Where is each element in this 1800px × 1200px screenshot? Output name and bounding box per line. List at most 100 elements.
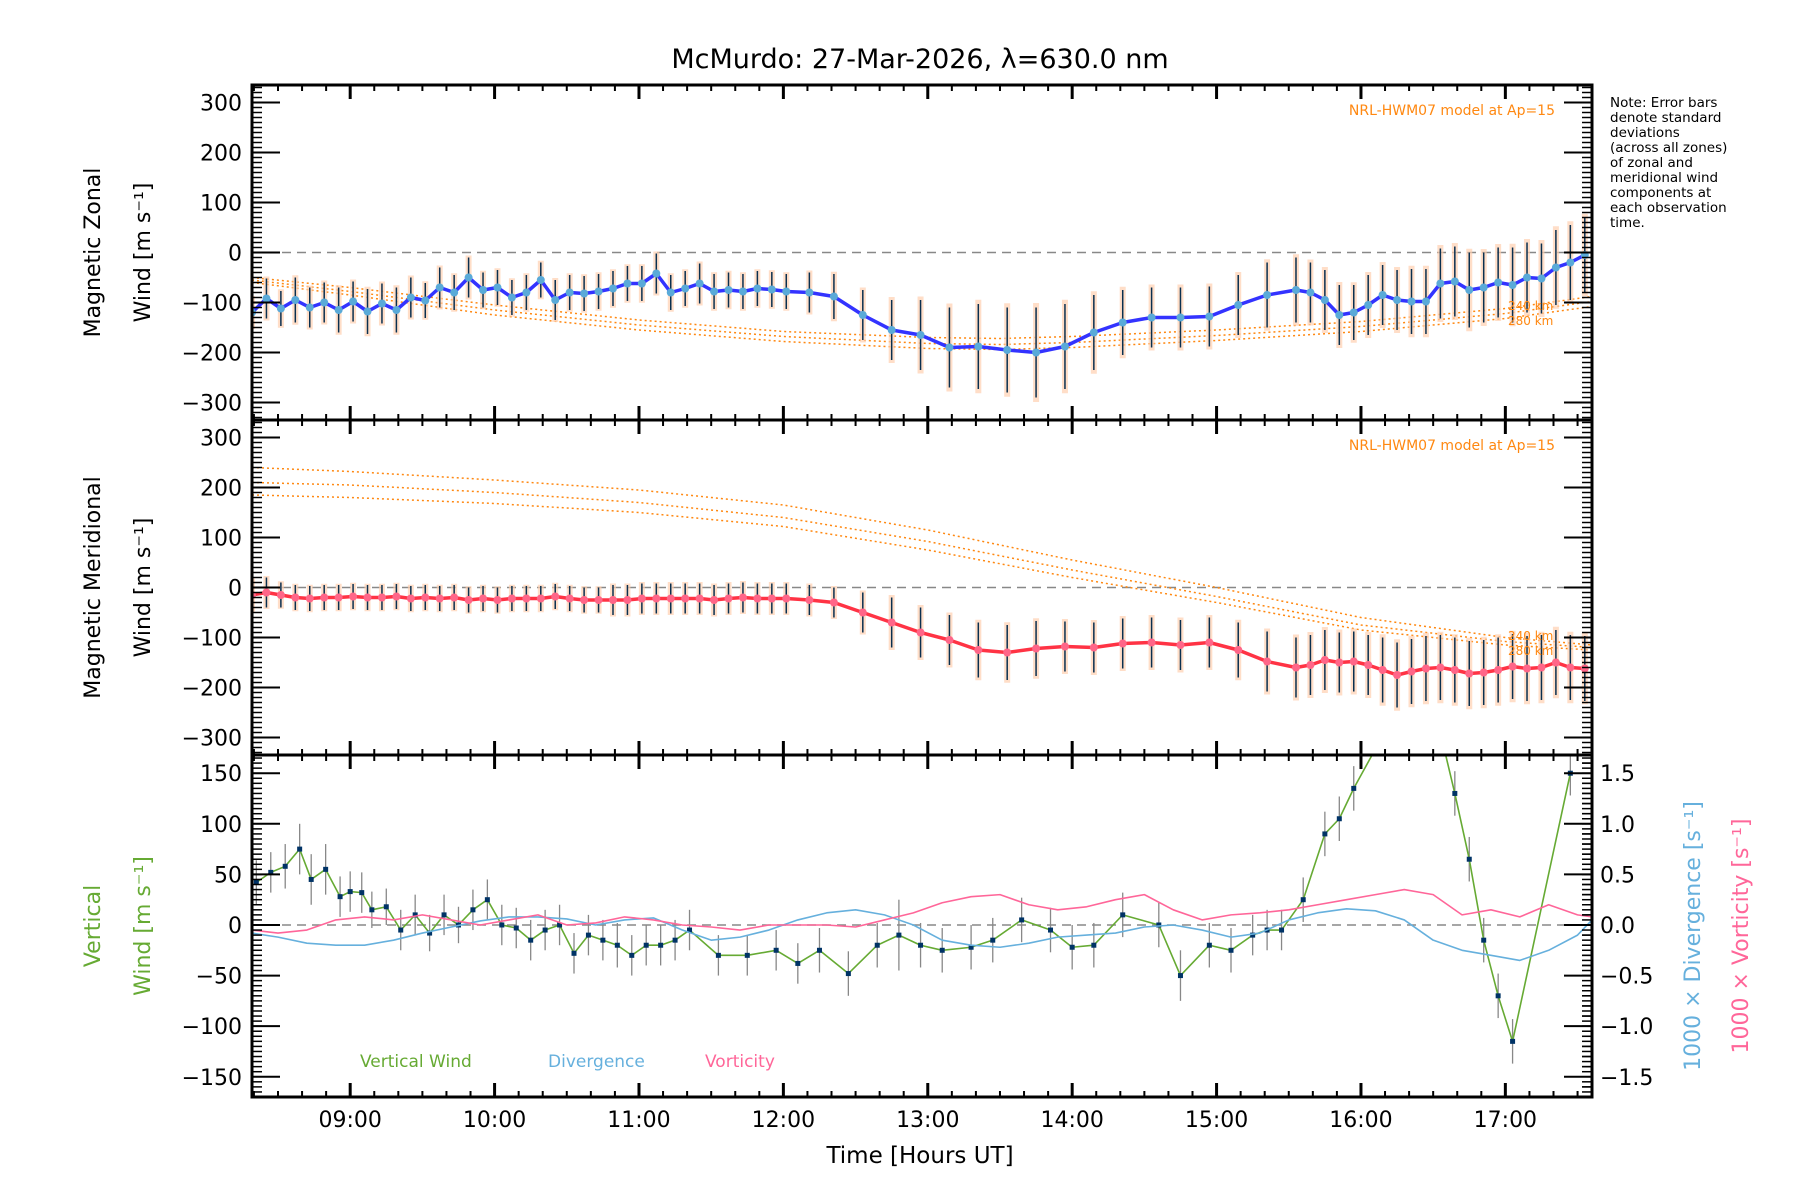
data-point: [858, 608, 867, 617]
data-point: [594, 287, 603, 296]
data-point: [1089, 328, 1098, 337]
data-point: [507, 594, 516, 603]
data-point: [1465, 286, 1474, 294]
y-axis-unit-label: Wind [m s⁻¹]: [131, 183, 156, 323]
data-point: [1551, 263, 1560, 272]
data-point: [829, 598, 838, 607]
x-tick-label: 12:00: [752, 1108, 815, 1133]
data-point: [974, 342, 983, 351]
data-point: [1118, 318, 1127, 327]
data-point: [499, 922, 505, 928]
x-tick-label: 13:00: [896, 1108, 959, 1133]
data-point: [681, 594, 690, 603]
series-line-divergence: [252, 907, 1592, 962]
legend-item-vertical-wind: Vertical Wind: [360, 1052, 472, 1072]
data-point: [253, 879, 259, 885]
data-point: [1364, 301, 1373, 309]
data-point: [1234, 301, 1243, 309]
data-point: [805, 288, 814, 297]
data-point: [337, 894, 343, 900]
y-tick-label: 200: [200, 142, 242, 167]
data-point: [334, 306, 343, 314]
y-axis-label: Magnetic Meridional: [81, 476, 106, 698]
data-point: [1306, 288, 1315, 297]
right-y-tick-label: −0.5: [1600, 965, 1653, 990]
series-line-meridional-wind: [252, 590, 1585, 677]
data-point: [1436, 663, 1445, 672]
data-point: [1494, 278, 1503, 287]
data-point: [1060, 642, 1069, 651]
y-tick-label: −150: [182, 1066, 242, 1091]
data-point: [715, 952, 721, 958]
data-point: [744, 952, 750, 958]
data-point: [1177, 973, 1183, 979]
data-point: [629, 952, 635, 958]
data-point: [652, 594, 661, 603]
series-zonal-wind: [252, 213, 1589, 402]
data-point: [349, 297, 358, 306]
data-point: [1466, 856, 1472, 862]
data-point: [643, 942, 649, 948]
data-point: [695, 279, 704, 288]
data-point: [1069, 944, 1075, 950]
data-point: [1393, 296, 1402, 304]
series-vorticity: [252, 888, 1592, 934]
data-point: [1566, 663, 1575, 672]
data-point: [724, 594, 733, 603]
data-point: [1402, 649, 1407, 654]
data-point: [767, 285, 776, 294]
data-point: [1320, 656, 1329, 664]
model-label: NRL-HWM07 model at Ap=15: [1349, 103, 1555, 119]
y-tick-label: −300: [182, 392, 242, 417]
data-point: [1349, 657, 1358, 666]
data-point: [1003, 648, 1012, 657]
x-tick-label: 11:00: [607, 1108, 670, 1133]
data-point: [845, 971, 851, 977]
right-y-tick-label: −1.0: [1600, 1015, 1653, 1040]
data-point: [710, 596, 719, 604]
data-point: [614, 942, 620, 948]
right-y-tick-label: 1.0: [1600, 813, 1635, 838]
data-point: [1091, 942, 1097, 948]
model-curve-280-km: [252, 281, 1592, 351]
data-point: [1156, 922, 1162, 928]
model-altitude-label: 280 km: [1508, 314, 1553, 328]
data-point: [363, 593, 372, 602]
data-point: [1336, 816, 1342, 822]
data-point: [1147, 313, 1156, 322]
data-point: [1508, 281, 1517, 289]
y-tick-label: 0: [228, 242, 242, 267]
data-point: [1551, 658, 1560, 667]
legend-item-divergence: Divergence: [548, 1052, 645, 1072]
data-point: [291, 296, 300, 304]
data-point: [1580, 664, 1589, 673]
data-point: [1003, 346, 1012, 354]
model-altitude-label: 280 km: [1508, 644, 1553, 658]
model-altitude-label: 240 km: [1508, 629, 1553, 643]
data-point: [349, 592, 358, 601]
data-point: [1263, 657, 1272, 666]
data-point: [323, 866, 329, 872]
data-point: [1322, 831, 1328, 837]
data-point: [398, 927, 404, 933]
data-point: [1508, 662, 1517, 671]
data-point: [528, 937, 534, 943]
data-point: [1387, 720, 1392, 725]
data-point: [585, 932, 591, 938]
y-tick-label: 0: [228, 914, 242, 939]
data-point: [479, 286, 488, 294]
data-point: [262, 294, 271, 303]
data-point: [753, 284, 762, 293]
model-label: NRL-HWM07 model at Ap=15: [1349, 438, 1555, 454]
data-point: [1523, 273, 1532, 282]
data-point: [623, 596, 632, 604]
data-point: [874, 942, 880, 948]
data-point: [805, 596, 814, 604]
y-tick-label: −100: [182, 627, 242, 652]
data-point: [565, 288, 574, 297]
data-point: [1291, 663, 1300, 672]
x-tick-label: 16:00: [1329, 1108, 1392, 1133]
data-point: [522, 594, 531, 603]
x-tick-label: 15:00: [1185, 1108, 1248, 1133]
data-point: [1351, 785, 1357, 791]
